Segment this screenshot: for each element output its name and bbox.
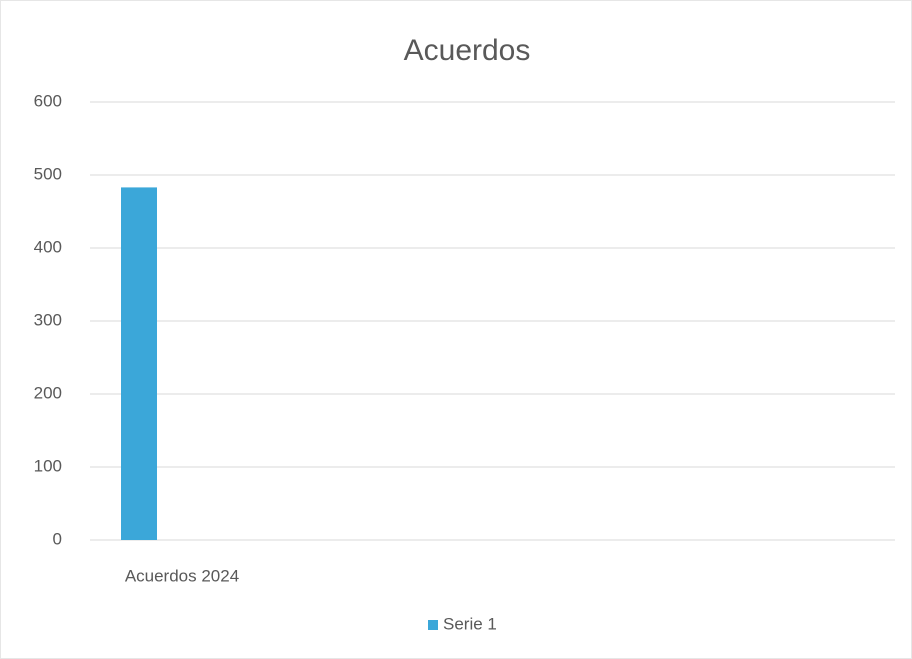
legend-swatch [428, 620, 438, 630]
y-tick-label: 0 [53, 529, 62, 548]
bar [121, 187, 157, 540]
x-tick-label: Acuerdos 2024 [125, 566, 239, 585]
y-tick-label: 500 [34, 164, 62, 183]
chart-title: Acuerdos [404, 34, 531, 67]
y-tick-label: 300 [34, 310, 62, 329]
y-tick-label: 600 [34, 91, 62, 110]
y-tick-label: 100 [34, 456, 62, 475]
y-tick-label: 400 [34, 237, 62, 256]
y-tick-label: 200 [34, 383, 62, 402]
legend-label: Serie 1 [443, 614, 497, 633]
